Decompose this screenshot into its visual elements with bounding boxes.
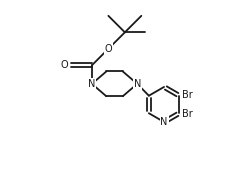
Text: Br: Br (182, 109, 192, 119)
Text: N: N (88, 79, 96, 89)
Text: Br: Br (182, 90, 192, 100)
Text: N: N (88, 79, 96, 89)
Text: O: O (61, 60, 68, 70)
Text: N: N (134, 79, 141, 89)
Text: N: N (134, 79, 141, 89)
Text: O: O (105, 44, 112, 54)
Text: N: N (160, 117, 168, 127)
Text: N: N (88, 79, 96, 89)
